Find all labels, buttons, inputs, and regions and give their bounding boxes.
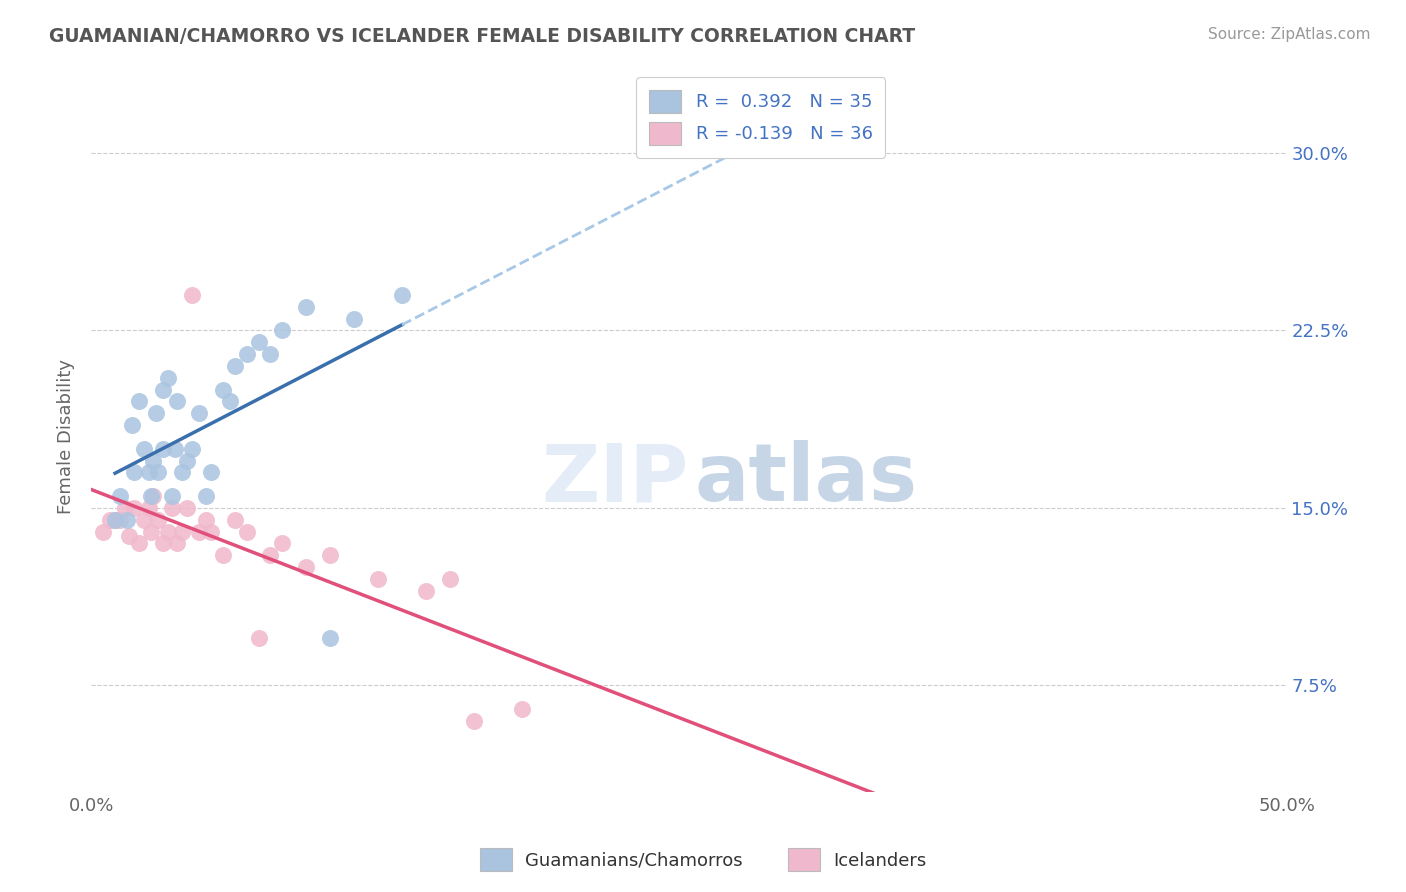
Point <box>187 406 209 420</box>
Point <box>176 453 198 467</box>
Point <box>138 466 160 480</box>
Point <box>121 418 143 433</box>
Point <box>367 572 389 586</box>
Text: GUAMANIAN/CHAMORRO VS ICELANDER FEMALE DISABILITY CORRELATION CHART: GUAMANIAN/CHAMORRO VS ICELANDER FEMALE D… <box>49 27 915 45</box>
Point <box>463 714 485 728</box>
Point <box>128 536 150 550</box>
Point <box>247 631 270 645</box>
Point <box>180 442 202 456</box>
Point <box>166 536 188 550</box>
Point <box>122 500 145 515</box>
Point <box>224 359 246 373</box>
Point <box>152 442 174 456</box>
Point <box>118 529 141 543</box>
Point <box>415 583 437 598</box>
Point <box>146 513 169 527</box>
Point <box>114 500 136 515</box>
Point <box>211 383 233 397</box>
Point <box>138 500 160 515</box>
Point <box>108 489 131 503</box>
Point <box>187 524 209 539</box>
Point <box>271 536 294 550</box>
Point <box>259 347 281 361</box>
Point <box>200 466 222 480</box>
Point <box>139 489 162 503</box>
Point <box>170 466 193 480</box>
Point <box>156 524 179 539</box>
Point <box>104 513 127 527</box>
Text: Source: ZipAtlas.com: Source: ZipAtlas.com <box>1208 27 1371 42</box>
Point <box>200 524 222 539</box>
Point <box>259 548 281 562</box>
Point <box>98 513 121 527</box>
Legend: Guamanians/Chamorros, Icelanders: Guamanians/Chamorros, Icelanders <box>472 841 934 879</box>
Point <box>218 394 240 409</box>
Point <box>510 702 533 716</box>
Point <box>166 394 188 409</box>
Legend: R =  0.392   N = 35, R = -0.139   N = 36: R = 0.392 N = 35, R = -0.139 N = 36 <box>636 77 886 158</box>
Point <box>194 513 217 527</box>
Point <box>319 631 342 645</box>
Point <box>170 524 193 539</box>
Y-axis label: Female Disability: Female Disability <box>58 359 75 515</box>
Point <box>391 288 413 302</box>
Point <box>152 383 174 397</box>
Point <box>91 524 114 539</box>
Point <box>319 548 342 562</box>
Point <box>163 442 186 456</box>
Point <box>162 500 184 515</box>
Point <box>271 324 294 338</box>
Point <box>146 466 169 480</box>
Point <box>142 489 165 503</box>
Point <box>235 347 257 361</box>
Point <box>295 560 318 574</box>
Point <box>180 288 202 302</box>
Point <box>115 513 138 527</box>
Point <box>132 442 155 456</box>
Point <box>194 489 217 503</box>
Point <box>156 371 179 385</box>
Point <box>108 513 131 527</box>
Point <box>295 300 318 314</box>
Text: atlas: atlas <box>695 441 918 518</box>
Point <box>439 572 461 586</box>
Point <box>235 524 257 539</box>
Point <box>343 311 366 326</box>
Point <box>176 500 198 515</box>
Point <box>224 513 246 527</box>
Point <box>247 335 270 350</box>
Point <box>139 524 162 539</box>
Point <box>142 453 165 467</box>
Point <box>162 489 184 503</box>
Point <box>152 536 174 550</box>
Point <box>211 548 233 562</box>
Point <box>145 406 167 420</box>
Point <box>104 513 127 527</box>
Point <box>132 513 155 527</box>
Text: ZIP: ZIP <box>541 441 689 518</box>
Point <box>128 394 150 409</box>
Point <box>122 466 145 480</box>
